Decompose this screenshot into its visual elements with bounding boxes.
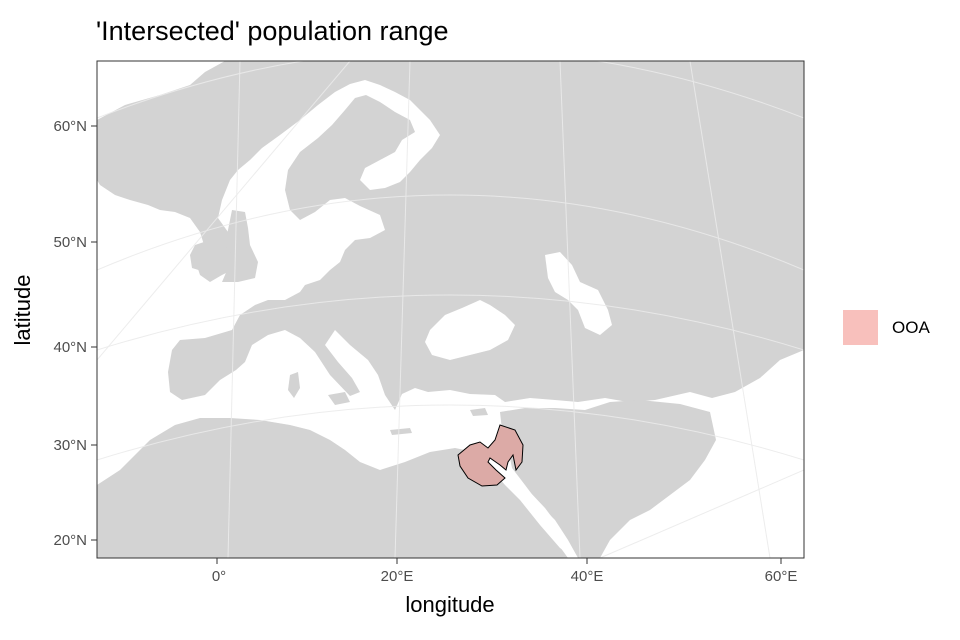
y-tick-label: 50°N — [53, 234, 87, 251]
ooa-range-region — [457, 424, 524, 487]
landmass-crete — [390, 428, 412, 435]
legend-key-ooa — [843, 310, 878, 345]
map-content — [97, 61, 804, 558]
landmass-arabia — [500, 400, 716, 558]
landmass-iceland — [178, 122, 212, 148]
legend-label-ooa: OOA — [892, 317, 930, 337]
plot-title: 'Intersected' population range — [96, 16, 449, 46]
landmass-cyprus — [470, 408, 488, 416]
landmass-africa — [97, 418, 575, 558]
y-tick-label: 20°N — [53, 532, 87, 549]
red-sea — [500, 462, 578, 558]
landmass-ireland — [190, 240, 218, 272]
landmass-great-britain — [222, 210, 258, 282]
y-axis-title: latitude — [10, 275, 35, 346]
graticule — [97, 61, 804, 558]
landmass-sardinia — [288, 372, 300, 398]
y-axis: 60°N 50°N 40°N 30°N 20°N — [53, 118, 97, 549]
black-sea — [425, 300, 515, 360]
x-tick-label: 40°E — [571, 568, 604, 585]
panel-border — [96, 60, 805, 559]
landmass-sicily — [328, 392, 350, 405]
x-axis: 0° 20°E 40°E 60°E — [212, 558, 798, 585]
y-tick-label: 40°N — [53, 339, 87, 356]
x-tick-label: 60°E — [765, 568, 798, 585]
y-tick-label: 60°N — [53, 118, 87, 135]
x-tick-label: 0° — [212, 568, 226, 585]
legend: OOA — [843, 310, 930, 345]
landmass-eurasia — [97, 61, 804, 410]
y-tick-label: 30°N — [53, 437, 87, 454]
caspian-sea — [545, 252, 612, 335]
x-tick-label: 20°E — [381, 568, 414, 585]
x-axis-title: longitude — [405, 592, 494, 617]
